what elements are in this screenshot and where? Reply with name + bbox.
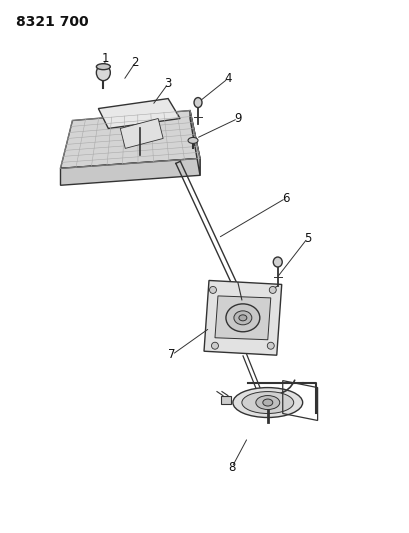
Text: 5: 5: [303, 232, 310, 245]
Polygon shape: [61, 110, 200, 168]
Ellipse shape: [273, 257, 281, 267]
Ellipse shape: [255, 395, 279, 409]
Text: 8321 700: 8321 700: [16, 15, 88, 29]
Polygon shape: [204, 280, 281, 355]
Ellipse shape: [232, 387, 302, 417]
Circle shape: [267, 342, 274, 349]
Circle shape: [211, 342, 218, 349]
Circle shape: [269, 286, 276, 293]
Ellipse shape: [188, 138, 198, 143]
Polygon shape: [61, 158, 200, 185]
Ellipse shape: [238, 315, 246, 321]
Ellipse shape: [233, 311, 251, 325]
Text: 3: 3: [164, 77, 171, 90]
Text: 6: 6: [281, 192, 289, 205]
Text: 2: 2: [131, 56, 139, 69]
Text: 9: 9: [234, 112, 241, 125]
Polygon shape: [220, 395, 230, 403]
Ellipse shape: [225, 304, 259, 332]
Text: 4: 4: [224, 72, 231, 85]
Text: 1: 1: [101, 52, 109, 65]
Ellipse shape: [96, 64, 110, 80]
Text: 8: 8: [228, 461, 235, 474]
Polygon shape: [214, 296, 270, 340]
Ellipse shape: [96, 63, 110, 70]
Ellipse shape: [193, 98, 202, 108]
Circle shape: [209, 286, 216, 293]
Ellipse shape: [262, 399, 272, 406]
Polygon shape: [190, 110, 200, 175]
Polygon shape: [98, 99, 180, 128]
Ellipse shape: [241, 392, 293, 414]
Text: 7: 7: [168, 348, 175, 361]
Polygon shape: [120, 118, 163, 148]
